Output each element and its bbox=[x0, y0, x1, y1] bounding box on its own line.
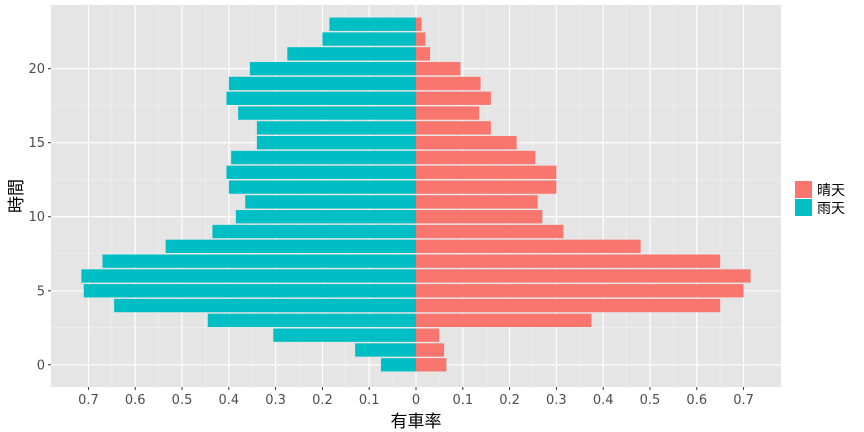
bar-rainy bbox=[249, 62, 416, 76]
bar-rainy bbox=[212, 224, 416, 239]
x-tick-label: 0.5 bbox=[172, 393, 193, 408]
bar-sunny bbox=[416, 106, 480, 120]
x-tick-label: 0.6 bbox=[686, 393, 707, 408]
bar-sunny bbox=[416, 239, 641, 254]
bar-sunny bbox=[416, 180, 557, 194]
bar-rainy bbox=[322, 32, 416, 46]
x-tick-label: 0.2 bbox=[499, 393, 520, 408]
x-tick-label: 0.1 bbox=[359, 393, 380, 408]
legend: 晴天 雨天 bbox=[795, 181, 845, 217]
bar-rainy bbox=[245, 195, 416, 209]
bar-sunny bbox=[416, 343, 445, 357]
bar-sunny bbox=[416, 121, 491, 135]
x-tick-label: 0.3 bbox=[546, 393, 567, 408]
bar-sunny bbox=[416, 313, 592, 328]
bar-rainy bbox=[81, 269, 417, 283]
bar-rainy bbox=[287, 47, 416, 61]
legend-label-rainy: 雨天 bbox=[817, 201, 845, 217]
bar-rainy bbox=[256, 121, 416, 135]
bar-rainy bbox=[329, 17, 416, 31]
x-tick-label: 0.7 bbox=[733, 393, 754, 408]
x-tick-label: 0.2 bbox=[312, 393, 333, 408]
x-tick-label: 0.7 bbox=[78, 393, 99, 408]
bar-rainy bbox=[226, 91, 416, 105]
y-tick-label: 20 bbox=[28, 62, 45, 77]
bar-sunny bbox=[416, 47, 431, 61]
y-axis-title: 時間 bbox=[7, 179, 27, 213]
bar-sunny bbox=[416, 254, 721, 268]
x-tick-label: 0 bbox=[412, 393, 420, 408]
bar-rainy bbox=[231, 150, 416, 165]
bar-rainy bbox=[380, 358, 416, 372]
bar-sunny bbox=[416, 165, 557, 179]
bar-sunny bbox=[416, 91, 491, 105]
bar-rainy bbox=[235, 210, 416, 224]
bar-sunny bbox=[416, 62, 461, 76]
legend-label-sunny: 晴天 bbox=[817, 183, 845, 199]
bar-sunny bbox=[416, 224, 564, 239]
bar-sunny bbox=[416, 269, 751, 283]
bar-sunny bbox=[416, 195, 538, 209]
bar-rainy bbox=[256, 136, 416, 150]
bars bbox=[81, 17, 751, 372]
x-tick-label: 0.4 bbox=[593, 393, 614, 408]
x-tick-label: 0.3 bbox=[265, 393, 286, 408]
x-axis-ticks: 0.7 0.6 0.5 0.4 0.3 0.2 0.1 0 0.1 0.2 0.3 0.4 0.5 0.6… bbox=[78, 387, 754, 408]
bar-sunny bbox=[416, 298, 721, 313]
bar-rainy bbox=[228, 180, 416, 194]
bar-rainy bbox=[114, 298, 416, 313]
bar-rainy bbox=[102, 254, 416, 268]
bar-rainy bbox=[238, 106, 416, 120]
bar-rainy bbox=[355, 343, 416, 357]
y-axis-ticks: 0 5 10 15 20 bbox=[28, 62, 51, 373]
bar-sunny bbox=[416, 210, 543, 224]
x-tick-label: 0.1 bbox=[452, 393, 473, 408]
bar-sunny bbox=[416, 358, 447, 372]
bar-sunny bbox=[416, 328, 440, 342]
y-tick-label: 5 bbox=[37, 284, 45, 299]
x-tick-label: 0.5 bbox=[640, 393, 661, 408]
bar-sunny bbox=[416, 136, 517, 150]
legend-swatch-sunny bbox=[795, 181, 812, 198]
bar-rainy bbox=[83, 284, 416, 298]
y-tick-label: 15 bbox=[28, 136, 45, 151]
bar-rainy bbox=[226, 165, 416, 179]
bar-sunny bbox=[416, 17, 422, 31]
x-tick-label: 0.4 bbox=[218, 393, 239, 408]
x-axis-title: 有車率 bbox=[391, 412, 442, 432]
legend-swatch-rainy bbox=[795, 199, 812, 216]
x-tick-label: 0.6 bbox=[125, 393, 146, 408]
bar-rainy bbox=[165, 239, 416, 254]
bar-rainy bbox=[273, 328, 416, 342]
bar-rainy bbox=[228, 76, 416, 91]
bar-sunny bbox=[416, 76, 481, 91]
y-tick-label: 0 bbox=[37, 358, 45, 373]
bar-rainy bbox=[207, 313, 416, 328]
bar-sunny bbox=[416, 284, 744, 298]
bar-sunny bbox=[416, 150, 536, 165]
y-tick-label: 10 bbox=[28, 210, 45, 225]
bar-sunny bbox=[416, 32, 426, 46]
